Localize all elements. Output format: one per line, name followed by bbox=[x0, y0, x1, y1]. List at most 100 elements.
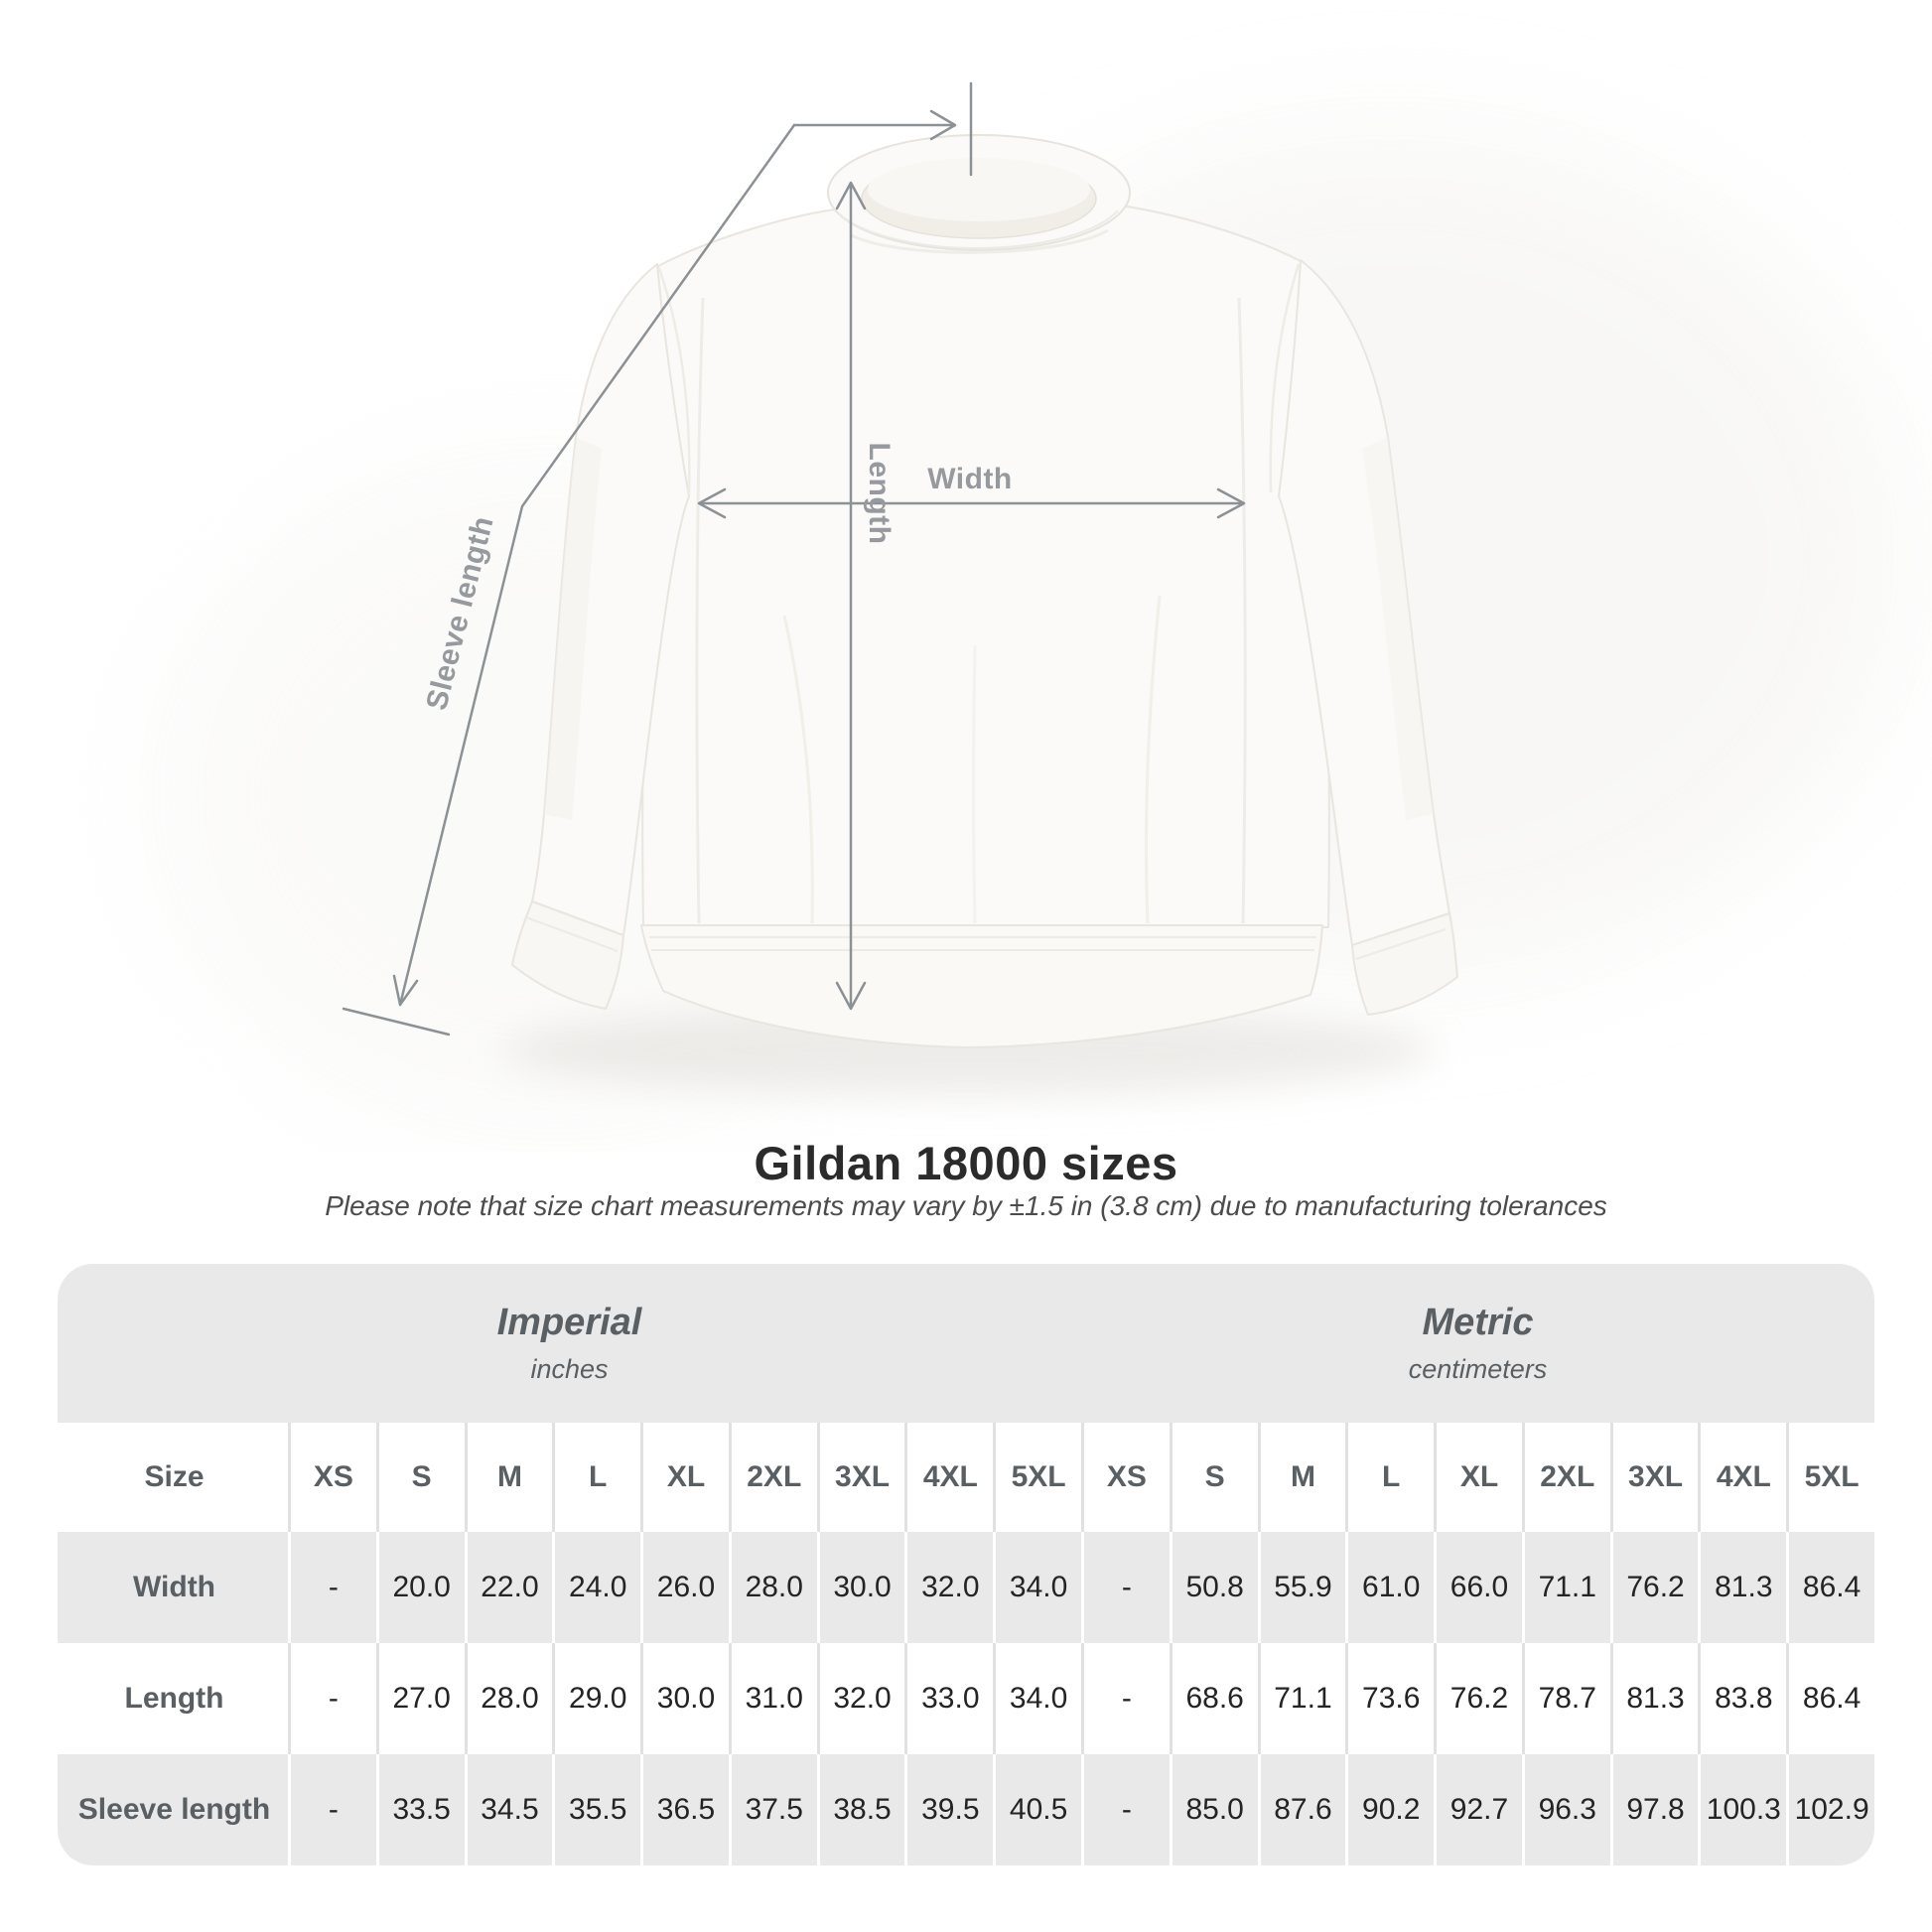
metric-value-cell: 55.9 bbox=[1257, 1532, 1346, 1643]
metric-value-cell: 81.3 bbox=[1609, 1643, 1699, 1754]
imperial-value-cell: - bbox=[288, 1643, 376, 1754]
unit-group-unit: centimeters bbox=[1408, 1354, 1548, 1384]
imperial-value-cell: 27.0 bbox=[375, 1643, 465, 1754]
sweatshirt-measurement-diagram: Length Width Sleeve length bbox=[159, 81, 1906, 1132]
metric-value-cell: 68.6 bbox=[1169, 1643, 1258, 1754]
left-armhole-seam bbox=[657, 267, 691, 495]
metric-size-column-header: 4XL bbox=[1698, 1423, 1787, 1532]
measurement-row-label: Sleeve length bbox=[58, 1754, 288, 1865]
garment-shadow bbox=[501, 1005, 1435, 1096]
right-armhole-seam bbox=[1269, 263, 1301, 493]
imperial-value-cell: 32.0 bbox=[816, 1643, 905, 1754]
imperial-value-cell: 39.5 bbox=[904, 1754, 994, 1865]
metric-value-cell: 78.7 bbox=[1521, 1643, 1610, 1754]
page-title: Gildan 18000 sizes bbox=[754, 1137, 1178, 1189]
left-cuff-stitch bbox=[525, 916, 619, 952]
imperial-value-cell: 22.0 bbox=[464, 1532, 553, 1643]
imperial-value-cell: 20.0 bbox=[375, 1532, 465, 1643]
imperial-size-column-header: XS bbox=[288, 1423, 376, 1532]
metric-value-cell: 71.1 bbox=[1257, 1643, 1346, 1754]
length-measure-label: Length bbox=[863, 443, 896, 545]
imperial-size-column-header: S bbox=[375, 1423, 465, 1532]
imperial-size-column-header: 5XL bbox=[993, 1423, 1081, 1532]
metric-value-cell: 76.2 bbox=[1609, 1532, 1699, 1643]
unit-group-name: Imperial bbox=[496, 1302, 642, 1343]
imperial-value-cell: 34.0 bbox=[993, 1643, 1081, 1754]
metric-value-cell: 92.7 bbox=[1434, 1754, 1522, 1865]
metric-value-cell: 76.2 bbox=[1434, 1643, 1522, 1754]
imperial-value-cell: 35.5 bbox=[552, 1754, 641, 1865]
measurement-row-label: Length bbox=[58, 1643, 288, 1754]
imperial-value-cell: 33.0 bbox=[904, 1643, 994, 1754]
imperial-size-column-header: 4XL bbox=[904, 1423, 994, 1532]
metric-value-cell: 61.0 bbox=[1345, 1532, 1435, 1643]
length-measure-line bbox=[835, 181, 867, 1011]
right-sleeve-shading bbox=[1362, 437, 1434, 820]
metric-value-cell: 100.3 bbox=[1698, 1754, 1787, 1865]
sweatshirt-illustration bbox=[511, 134, 1458, 1048]
imperial-value-cell: 28.0 bbox=[728, 1532, 817, 1643]
unit-group-imperial: Imperial inches bbox=[58, 1264, 1081, 1423]
metric-value-cell: 90.2 bbox=[1345, 1754, 1435, 1865]
unit-group-unit: inches bbox=[530, 1354, 609, 1384]
right-side-seam bbox=[1237, 297, 1247, 924]
metric-value-cell: 73.6 bbox=[1345, 1643, 1435, 1754]
left-cuff bbox=[511, 900, 624, 1010]
sweatshirt-hem-band bbox=[640, 924, 1323, 1048]
metric-value-cell: 102.9 bbox=[1786, 1754, 1874, 1865]
metric-size-column-header: M bbox=[1257, 1423, 1346, 1532]
metric-size-column-header: 2XL bbox=[1521, 1423, 1610, 1532]
imperial-value-cell: 38.5 bbox=[816, 1754, 905, 1865]
metric-value-cell: 87.6 bbox=[1257, 1754, 1346, 1865]
unit-header-band: Imperial inches Metric centimeters bbox=[58, 1264, 1874, 1423]
fabric-crease bbox=[972, 644, 977, 924]
crewneck-collar bbox=[827, 134, 1131, 254]
left-sleeve-shading bbox=[544, 437, 602, 820]
imperial-value-cell: - bbox=[288, 1532, 376, 1643]
unit-group-metric: Metric centimeters bbox=[1081, 1264, 1874, 1423]
metric-size-column-header: S bbox=[1169, 1423, 1258, 1532]
metric-value-cell: 86.4 bbox=[1786, 1643, 1874, 1754]
right-cuff-stitch bbox=[1355, 928, 1447, 960]
metric-value-cell: 86.4 bbox=[1786, 1532, 1874, 1643]
width-measure-arrow bbox=[697, 487, 1246, 519]
width-measure-label: Width bbox=[927, 463, 1013, 495]
metric-size-column-header: 5XL bbox=[1786, 1423, 1874, 1532]
imperial-value-cell: 33.5 bbox=[375, 1754, 465, 1865]
metric-size-column-header: L bbox=[1345, 1423, 1435, 1532]
imperial-size-column-header: L bbox=[552, 1423, 641, 1532]
imperial-value-cell: 32.0 bbox=[904, 1532, 994, 1643]
metric-value-cell: 71.1 bbox=[1521, 1532, 1610, 1643]
metric-value-cell: 85.0 bbox=[1169, 1754, 1258, 1865]
imperial-value-cell: 30.0 bbox=[640, 1643, 729, 1754]
metric-value-cell: 81.3 bbox=[1698, 1532, 1787, 1643]
size-row-label: Size bbox=[58, 1423, 288, 1532]
metric-value-cell: 83.8 bbox=[1698, 1643, 1787, 1754]
metric-value-cell: 66.0 bbox=[1434, 1532, 1522, 1643]
imperial-size-column-header: 3XL bbox=[816, 1423, 905, 1532]
metric-value-cell: 97.8 bbox=[1609, 1754, 1699, 1865]
imperial-value-cell: 30.0 bbox=[816, 1532, 905, 1643]
imperial-value-cell: 36.5 bbox=[640, 1754, 729, 1865]
imperial-size-column-header: 2XL bbox=[728, 1423, 817, 1532]
metric-value-cell: - bbox=[1081, 1532, 1170, 1643]
sweatshirt-body bbox=[641, 199, 1330, 928]
page-subtitle: Please note that size chart measurements… bbox=[325, 1190, 1607, 1221]
imperial-value-cell: 29.0 bbox=[552, 1643, 641, 1754]
right-cuff bbox=[1351, 912, 1458, 1016]
metric-size-column-header: XL bbox=[1434, 1423, 1522, 1532]
sleeve-measure-end-tick bbox=[342, 1007, 451, 1036]
metric-value-cell: 50.8 bbox=[1169, 1532, 1258, 1643]
imperial-value-cell: 34.5 bbox=[464, 1754, 553, 1865]
imperial-value-cell: 34.0 bbox=[993, 1532, 1081, 1643]
size-table-grid: Size XS S M L XL 2XL 3XL 4XL 5XL XS S M L XL 2XL 3XL 4XL 5… bbox=[58, 1423, 1874, 1865]
fabric-crease bbox=[1145, 595, 1162, 924]
imperial-size-column-header: XL bbox=[640, 1423, 729, 1532]
metric-value-cell: - bbox=[1081, 1643, 1170, 1754]
imperial-value-cell: 40.5 bbox=[993, 1754, 1081, 1865]
imperial-size-column-header: M bbox=[464, 1423, 553, 1532]
unit-group-name: Metric bbox=[1422, 1302, 1534, 1343]
metric-size-column-header: 3XL bbox=[1609, 1423, 1699, 1532]
imperial-value-cell: 31.0 bbox=[728, 1643, 817, 1754]
